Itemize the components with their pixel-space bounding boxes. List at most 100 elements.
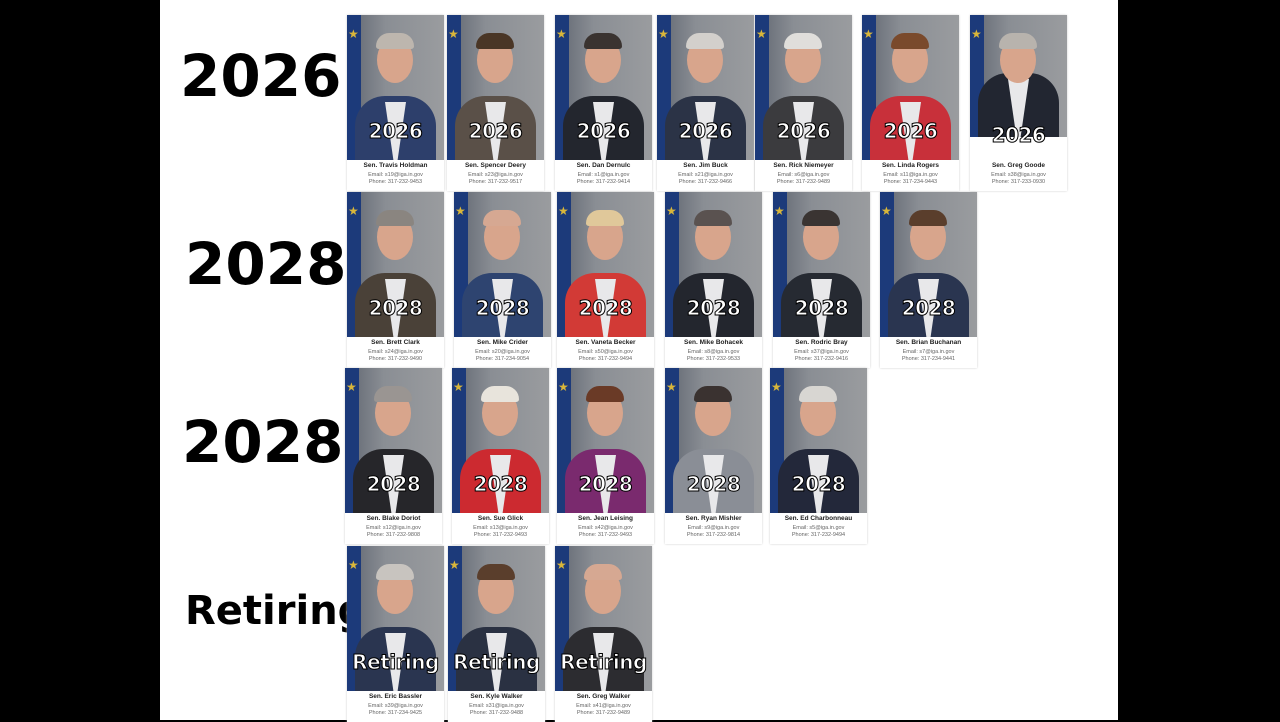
senator-phone: Phone: 317-232-9416 (794, 356, 849, 362)
term-overlay-label: 2026 (678, 119, 733, 144)
senator-phone: Phone: 317-232-9466 (678, 179, 733, 185)
term-overlay-label: Retiring (453, 650, 541, 675)
senator-card: 2028 Sen. Rodric Bray Email: s37@iga.in.go… (773, 192, 870, 368)
senator-card: 2028 Sen. Ryan Mishler Email: s9@iga.in.go… (665, 368, 762, 544)
senator-portrait (770, 368, 867, 513)
senator-phone: Phone: 317-232-9494 (791, 532, 846, 538)
term-overlay-label: 2026 (776, 119, 831, 144)
senator-email: Email: s6@iga.in.gov (777, 172, 830, 178)
senator-phone: Phone: 317-232-9488 (469, 710, 524, 716)
senator-phone: Phone: 317-232-9517 (468, 179, 523, 185)
hair-shape (799, 386, 837, 402)
term-overlay-label: 2028 (475, 296, 530, 321)
senator-email: Email: s11@iga.in.gov (883, 172, 938, 178)
senator-phone: Phone: 317-234-9443 (883, 179, 938, 185)
hair-shape (376, 33, 414, 49)
senator-card: 2028 Sen. Vaneta Becker Email: s50@iga.in.… (557, 192, 654, 368)
senator-portrait (755, 15, 852, 160)
term-overlay-label: 2028 (578, 472, 633, 497)
senator-phone: Phone: 317-232-9489 (776, 179, 831, 185)
senator-name: Sen. Jean Leising (578, 515, 633, 522)
term-overlay-label: 2028 (686, 296, 741, 321)
senator-email: Email: s24@iga.in.gov (368, 349, 423, 355)
senator-email: Email: s19@iga.in.gov (368, 172, 423, 178)
senator-email: Email: s8@iga.in.gov (687, 349, 740, 355)
row-label: 2028 (182, 408, 344, 476)
senator-card: Retiring Sen. Eric Bassler Email: s39@iga.… (347, 546, 444, 722)
senator-email: Email: s20@iga.in.gov (475, 349, 530, 355)
senator-name: Sen. Greg Walker (576, 693, 631, 700)
senator-portrait (347, 192, 444, 337)
hair-shape (483, 210, 521, 226)
senator-name: Sen. Eric Bassler (368, 693, 423, 700)
term-overlay-label: 2026 (368, 119, 423, 144)
senator-email: Email: s12@iga.in.gov (366, 525, 421, 531)
senator-email: Email: s38@iga.in.gov (991, 172, 1046, 178)
senator-name: Sen. Jim Buck (683, 162, 728, 169)
senator-phone: Phone: 317-232-9414 (576, 179, 631, 185)
hair-shape (694, 210, 732, 226)
senator-name: Sen. Blake Doriot (366, 515, 421, 522)
senator-name: Sen. Mike Crider (477, 339, 528, 346)
senator-card: 2028 Sen. Sue Glick Email: s13@iga.in.govP… (452, 368, 549, 544)
hair-shape (686, 33, 724, 49)
senator-email: Email: s41@iga.in.gov (576, 703, 631, 709)
senator-name: Sen. Rick Niemeyer (773, 162, 834, 169)
hair-shape (802, 210, 840, 226)
term-overlay-label: 2028 (794, 296, 849, 321)
term-overlay-label: 2026 (468, 119, 523, 144)
senator-name: Sen. Mike Bohacek (684, 339, 743, 346)
senator-portrait (557, 192, 654, 337)
term-overlay-label: Retiring (560, 650, 648, 675)
senator-phone: Phone: 317-234-9054 (475, 356, 530, 362)
senator-card: 2026 Sen. Jim Buck Email: s21@iga.in.govPh… (657, 15, 754, 191)
senator-email: Email: s37@iga.in.gov (794, 349, 849, 355)
row-label: 2026 (180, 42, 342, 110)
senator-card: 2026 Sen. Rick Niemeyer Email: s6@iga.in.g… (755, 15, 852, 191)
senator-email: Email: s7@iga.in.gov (902, 349, 955, 355)
senator-card: 2028 Sen. Mike Crider Email: s20@iga.in.go… (454, 192, 551, 368)
senator-name: Sen. Spencer Deery (464, 162, 527, 169)
senator-card: 2026 Sen. Spencer Deery Email: s23@iga.in.… (447, 15, 544, 191)
senator-name: Sen. Travis Holdman (363, 162, 428, 169)
term-overlay-label: 2028 (578, 296, 633, 321)
hair-shape (376, 210, 414, 226)
senator-portrait (773, 192, 870, 337)
senator-email: Email: s50@iga.in.gov (578, 349, 633, 355)
term-overlay-label: 2028 (901, 296, 956, 321)
term-overlay-label: 2028 (686, 472, 741, 497)
senator-portrait (557, 368, 654, 513)
senator-name: Sen. Dan Dernulc (576, 162, 631, 169)
hair-shape (909, 210, 947, 226)
senator-phone: Phone: 317-232-9493 (473, 532, 528, 538)
senator-email: Email: s39@iga.in.gov (368, 703, 423, 709)
term-overlay-label: 2026 (991, 123, 1046, 148)
senator-card: Retiring Sen. Greg Walker Email: s41@iga.i… (555, 546, 652, 722)
hair-shape (374, 386, 412, 402)
term-overlay-label: 2028 (366, 472, 421, 497)
senator-card: 2026 Sen. Linda Rogers Email: s11@iga.in.g… (862, 15, 959, 191)
senator-email: Email: s21@iga.in.gov (678, 172, 733, 178)
hair-shape (999, 33, 1037, 49)
senator-email: Email: s1@iga.in.gov (577, 172, 630, 178)
senator-card: 2026 Sen. Travis Holdman Email: s19@iga.in… (347, 15, 444, 191)
senator-phone: Phone: 317-234-9425 (368, 710, 423, 716)
senator-portrait (452, 368, 549, 513)
senator-card: 2028 Sen. Ed Charbonneau Email: s5@iga.in.… (770, 368, 867, 544)
senator-card: 2026 Sen. Dan Dernulc Email: s1@iga.in.gov… (555, 15, 652, 191)
senator-portrait (347, 15, 444, 160)
senator-card: 2028 Sen. Brett Clark Email: s24@iga.in.go… (347, 192, 444, 368)
senator-name: Sen. Brett Clark (371, 339, 420, 346)
senator-name: Sen. Brian Buchanan (895, 339, 962, 346)
senator-card: 2026 Sen. Greg Goode Email: s38@iga.in.gov… (970, 15, 1067, 191)
senator-email: Email: s5@iga.in.gov (792, 525, 845, 531)
senator-portrait (555, 15, 652, 160)
row-label: 2028 (185, 230, 347, 298)
hair-shape (694, 386, 732, 402)
senator-name: Sen. Vaneta Becker (575, 339, 636, 346)
senator-portrait (665, 192, 762, 337)
term-overlay-label: 2028 (473, 472, 528, 497)
senator-portrait (347, 546, 444, 691)
senator-email: Email: s42@iga.in.gov (578, 525, 633, 531)
senator-phone: Phone: 317-232-9489 (576, 710, 631, 716)
